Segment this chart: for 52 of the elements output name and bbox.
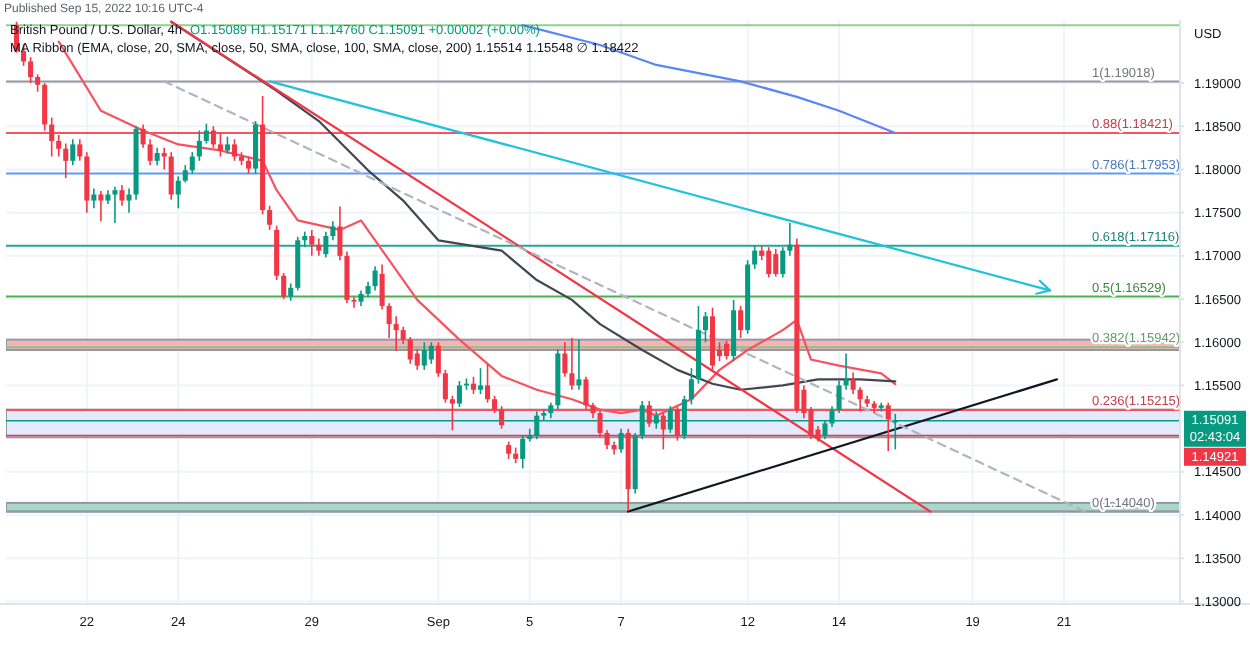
candlestick [98,190,104,223]
candlestick [456,380,462,408]
candlestick [435,341,441,378]
candlestick [618,427,624,454]
candlestick [407,336,413,365]
candlestick [274,224,280,281]
candlestick [91,187,97,210]
candlestick [731,299,737,363]
candlestick [576,338,582,391]
candlestick [428,341,434,365]
candlestick [780,246,786,279]
candlestick [773,248,779,278]
candlestick [267,204,273,231]
candlestick [702,311,709,344]
candlestick [449,395,455,432]
candlestick [203,122,209,145]
candlestick [520,434,526,470]
candlestick [688,367,694,406]
candlestick [738,305,744,339]
candlestick [231,138,237,162]
candlestick [766,246,772,279]
candlestick [119,184,125,207]
candlestick [210,125,216,149]
candlestick [281,272,287,300]
candlestick [421,341,427,371]
candlestick [323,230,329,259]
candlestick [499,405,505,430]
candlestick [70,138,76,166]
candlestick [442,369,448,404]
candlestick [309,229,315,257]
candlestick [112,185,118,224]
candlestick [217,131,223,158]
candlestick [168,151,174,201]
candlestick [49,116,55,158]
candlestick [562,341,568,378]
candlestick [42,82,48,132]
candlestick [485,363,491,404]
candlestick [56,134,62,158]
candlestick [583,375,589,411]
candlestick [646,400,652,428]
candlestick [477,367,484,395]
candlestick [414,348,420,371]
candlestick [857,386,863,413]
candlestick [28,56,34,84]
candlestick [724,339,730,361]
candlestick [63,142,69,179]
candlestick [253,120,259,175]
candlestick [569,337,575,391]
candlestick [752,244,758,270]
candlestick [372,265,378,292]
candlestick [196,129,202,162]
candlestick [189,151,195,175]
